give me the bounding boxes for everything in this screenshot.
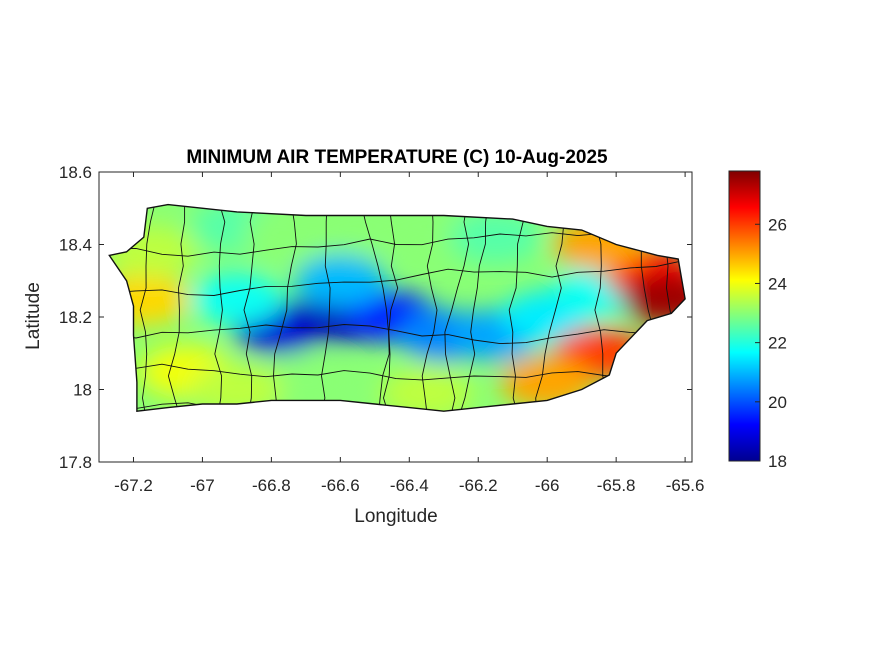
municipality-boundary xyxy=(444,204,470,412)
municipality-boundary xyxy=(356,204,390,412)
temperature-sample xyxy=(449,211,542,264)
temperature-sample xyxy=(259,356,352,409)
temperature-sample xyxy=(190,272,283,325)
municipality-boundary xyxy=(167,204,191,412)
x-tick-label: -65.6 xyxy=(666,476,705,495)
island-outline xyxy=(108,203,686,412)
y-tick-label: 18.4 xyxy=(59,236,92,255)
x-tick-label: -65.8 xyxy=(597,476,636,495)
temperature-sample xyxy=(294,254,387,307)
y-tick-label: 17.8 xyxy=(59,453,92,472)
x-tick-label: -66 xyxy=(535,476,560,495)
municipality-boundary xyxy=(243,204,258,412)
temperature-sample xyxy=(380,367,473,412)
municipality-boundary xyxy=(319,204,331,412)
municipality-boundary xyxy=(457,204,495,412)
colorbar-tick-label: 20 xyxy=(768,393,787,412)
municipality-boundary xyxy=(109,324,683,345)
x-axis-label: Longitude xyxy=(354,506,437,527)
y-tick-label: 18.2 xyxy=(59,308,92,327)
x-tick-label: -67 xyxy=(190,476,215,495)
colorbar-tick-label: 26 xyxy=(768,215,787,234)
x-tick-label: -66.2 xyxy=(459,476,498,495)
y-axis-label: Latitude xyxy=(23,282,44,350)
x-tick-label: -67.2 xyxy=(114,476,153,495)
colorbar-tick-label: 22 xyxy=(768,334,787,353)
municipality-boundary xyxy=(383,204,399,412)
x-tick-label: -66.6 xyxy=(321,476,360,495)
colorbar: 18 20 22 24 26 xyxy=(728,170,787,471)
colorbar-tick-label: 24 xyxy=(768,274,787,293)
x-tick-label: -66.4 xyxy=(390,476,429,495)
colorbar-tick-label: 18 xyxy=(768,452,787,471)
y-tick-label: 18.6 xyxy=(59,163,92,182)
y-axis: 17.8 18 18.2 18.4 18.6 xyxy=(59,163,692,472)
y-tick-label: 18 xyxy=(73,381,92,400)
x-axis: -67.2 -67 -66.8 -66.6 -66.4 -66.2 -66 -65.8 -65.… xyxy=(114,172,704,495)
municipality-boundary xyxy=(109,232,683,257)
municipality-boundary xyxy=(109,363,683,381)
plot-area xyxy=(98,171,693,463)
municipality-boundary xyxy=(273,204,297,412)
municipality-boundary xyxy=(109,260,683,297)
x-tick-label: -66.8 xyxy=(252,476,291,495)
municipality-boundary xyxy=(139,204,157,412)
colorbar-gradient xyxy=(728,170,761,462)
municipality-boundary xyxy=(214,204,226,412)
colorbar-ticks: 18 20 22 24 26 xyxy=(755,215,787,471)
chart-title: MINIMUM AIR TEMPERATURE (C) 10-Aug-2025 xyxy=(186,147,608,168)
